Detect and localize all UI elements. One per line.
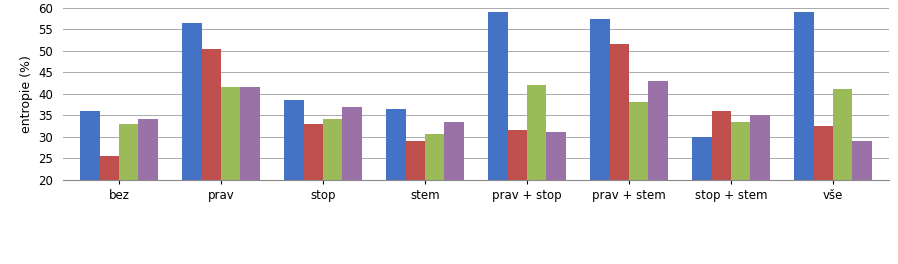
Bar [731,122,751,264]
Bar [386,109,406,264]
Y-axis label: entropie (%): entropie (%) [20,55,32,133]
Bar [406,141,425,264]
Bar [629,102,648,264]
Bar [119,124,138,264]
Bar [489,12,507,264]
Bar [507,130,527,264]
Bar [546,132,566,264]
Bar [794,12,814,264]
Bar [221,87,241,264]
Bar [241,87,260,264]
Bar [814,126,833,264]
Bar [590,19,610,264]
Bar [201,49,221,264]
Bar [711,111,731,264]
Bar [852,141,872,264]
Bar [100,156,119,264]
Bar [692,136,711,264]
Bar [425,134,445,264]
Bar [648,81,668,264]
Bar [751,115,770,264]
Bar [304,124,323,264]
Bar [284,100,304,264]
Bar [445,122,463,264]
Bar [182,23,201,264]
Bar [80,111,100,264]
Bar [323,119,342,264]
Bar [610,44,629,264]
Bar [342,107,362,264]
Bar [527,85,546,264]
Bar [833,89,852,264]
Bar [138,119,158,264]
